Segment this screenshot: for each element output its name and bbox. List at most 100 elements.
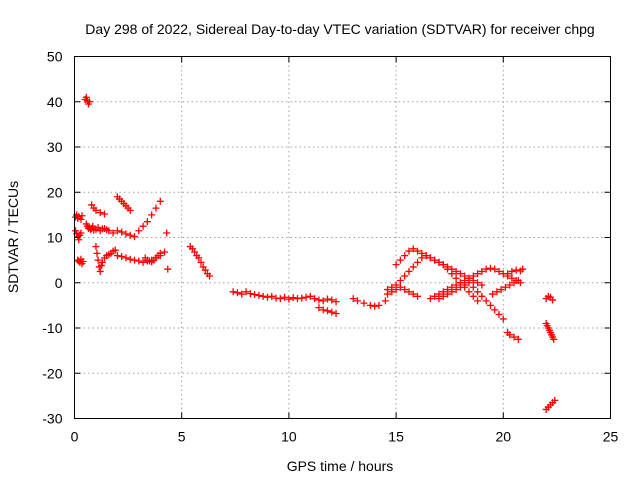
data-point [122, 230, 130, 238]
data-point [118, 253, 126, 261]
data-point [435, 258, 443, 266]
data-point [366, 301, 374, 309]
data-point [164, 265, 172, 273]
data-point [435, 295, 443, 303]
data-point [246, 290, 254, 298]
x-tick-label: 0 [71, 429, 79, 445]
x-tick-label: 5 [178, 429, 186, 445]
x-tick-label: 15 [388, 429, 404, 445]
data-point [201, 266, 209, 274]
data-point [426, 254, 434, 262]
data-point [497, 286, 505, 294]
data-point [469, 292, 477, 300]
data-point [135, 227, 143, 235]
data-point [414, 292, 422, 300]
ticks-layer [74, 56, 611, 419]
data-point [251, 291, 259, 299]
data-point [405, 288, 413, 296]
data-point [409, 263, 417, 271]
data-point [139, 222, 147, 230]
data-point [197, 258, 205, 266]
data-point [549, 296, 557, 304]
data-point [452, 286, 460, 294]
data-point [311, 295, 319, 303]
data-point [156, 249, 164, 257]
data-point [139, 258, 147, 266]
data-point [405, 267, 413, 275]
data-point [508, 267, 516, 275]
data-point [354, 297, 362, 305]
data-point [465, 288, 473, 296]
data-point [414, 247, 422, 255]
data-point [332, 298, 340, 306]
x-tick-labels: 0 5 10 15 20 25 [71, 429, 619, 445]
data-point [161, 248, 169, 256]
data-point [482, 265, 490, 273]
data-point [302, 293, 310, 301]
data-point [486, 264, 494, 272]
data-point [409, 245, 417, 253]
data-point [126, 231, 134, 239]
data-point [384, 290, 392, 298]
data-point [519, 265, 527, 273]
data-point [431, 292, 439, 300]
data-point [77, 229, 85, 237]
data-point [96, 267, 104, 275]
data-point [550, 335, 558, 343]
data-point [456, 283, 464, 291]
data-point [319, 306, 327, 314]
y-tick-label: 30 [47, 139, 63, 155]
y-tick-label: -20 [42, 365, 62, 381]
data-point [474, 297, 482, 305]
data-point [323, 295, 331, 303]
data-point [401, 252, 409, 260]
data-point [469, 272, 477, 280]
data-point [135, 257, 143, 265]
data-point [126, 206, 134, 214]
data-point [514, 276, 522, 284]
grid-layer [74, 56, 611, 419]
data-point [89, 222, 97, 230]
data-point [349, 295, 357, 303]
data-point [426, 295, 434, 303]
data-point [401, 286, 409, 294]
data-point [315, 304, 323, 312]
data-point [448, 288, 456, 296]
data-point [508, 274, 516, 282]
y-tick-label: 10 [47, 230, 63, 246]
data-point [96, 209, 104, 217]
data-point [439, 261, 447, 269]
data-point [396, 283, 404, 291]
data-point [78, 212, 86, 220]
data-point [195, 254, 203, 262]
data-point [163, 229, 171, 237]
data-point [113, 227, 121, 235]
data-point [444, 290, 452, 298]
data-point [122, 254, 130, 262]
data-point [469, 283, 477, 291]
data-point [323, 307, 331, 315]
data-point [506, 331, 514, 339]
data-point [131, 233, 139, 241]
y-tick-label: -10 [42, 320, 62, 336]
data-point [298, 294, 306, 302]
data-point [156, 197, 164, 205]
data-point [276, 295, 284, 303]
data-point [77, 215, 85, 223]
data-point [381, 297, 389, 305]
data-point [118, 228, 126, 236]
data-point [510, 279, 518, 287]
data-point [489, 290, 497, 298]
data-point [152, 204, 160, 212]
data-point [474, 279, 482, 287]
data-point [328, 296, 336, 304]
data-point [86, 98, 94, 106]
data-point [82, 93, 90, 101]
data-point [238, 290, 246, 298]
data-point [148, 211, 156, 219]
data-point [474, 270, 482, 278]
data-point [392, 261, 400, 269]
data-point [263, 293, 271, 301]
data-point [242, 288, 250, 296]
